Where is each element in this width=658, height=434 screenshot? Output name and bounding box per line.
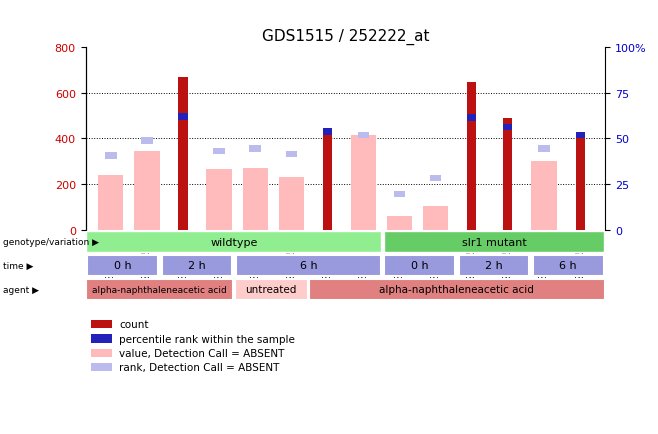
Bar	[91, 320, 112, 329]
Bar	[576, 132, 584, 138]
Bar	[358, 132, 369, 138]
Bar	[309, 279, 605, 300]
Text: wildtype: wildtype	[211, 237, 258, 247]
Text: untreated: untreated	[245, 285, 297, 295]
Text: 0 h: 0 h	[411, 261, 428, 271]
Text: agent ▶: agent ▶	[3, 285, 39, 294]
Bar	[105, 153, 116, 159]
Bar	[88, 255, 158, 276]
Bar	[503, 125, 513, 131]
Text: 2 h: 2 h	[485, 261, 503, 271]
Bar	[423, 206, 448, 230]
Bar	[532, 161, 557, 230]
Bar	[91, 363, 112, 372]
Bar	[236, 255, 381, 276]
Bar	[384, 231, 603, 253]
Bar	[243, 168, 268, 230]
Text: alpha-naphthaleneacetic acid: alpha-naphthaleneacetic acid	[380, 285, 534, 295]
Text: percentile rank within the sample: percentile rank within the sample	[119, 334, 295, 344]
Bar	[503, 118, 513, 230]
Text: genotype/variation ▶: genotype/variation ▶	[3, 237, 99, 247]
Bar	[134, 151, 159, 230]
Text: 6 h: 6 h	[559, 261, 577, 271]
Bar	[91, 349, 112, 357]
Bar	[576, 135, 584, 230]
Bar	[394, 191, 405, 198]
Text: time ▶: time ▶	[3, 261, 34, 270]
Bar	[213, 148, 225, 155]
Bar	[98, 175, 124, 230]
Bar	[430, 176, 442, 182]
Bar	[538, 146, 550, 152]
Bar	[459, 255, 529, 276]
Bar	[533, 255, 603, 276]
Bar	[249, 146, 261, 152]
Text: 2 h: 2 h	[188, 261, 206, 271]
Text: alpha-naphthaleneacetic acid: alpha-naphthaleneacetic acid	[92, 285, 227, 294]
Text: count: count	[119, 320, 149, 329]
Title: GDS1515 / 252222_at: GDS1515 / 252222_at	[262, 29, 429, 45]
Bar	[235, 279, 307, 300]
Bar	[286, 151, 297, 158]
Bar	[387, 217, 412, 230]
Bar	[279, 178, 304, 230]
Bar	[86, 231, 381, 253]
Bar	[91, 334, 112, 343]
Bar	[351, 135, 376, 230]
Bar	[141, 138, 153, 145]
Text: 6 h: 6 h	[299, 261, 317, 271]
Bar	[467, 115, 476, 122]
Bar	[384, 255, 455, 276]
Text: rank, Detection Call = ABSENT: rank, Detection Call = ABSENT	[119, 363, 280, 372]
Bar	[323, 129, 332, 135]
Text: slr1 mutant: slr1 mutant	[462, 237, 526, 247]
Bar	[178, 77, 188, 230]
Bar	[86, 279, 234, 300]
Text: 0 h: 0 h	[114, 261, 132, 271]
Bar	[323, 131, 332, 230]
Text: value, Detection Call = ABSENT: value, Detection Call = ABSENT	[119, 349, 285, 358]
Bar	[467, 82, 476, 230]
Bar	[162, 255, 232, 276]
Bar	[178, 114, 188, 120]
Bar	[207, 170, 232, 230]
